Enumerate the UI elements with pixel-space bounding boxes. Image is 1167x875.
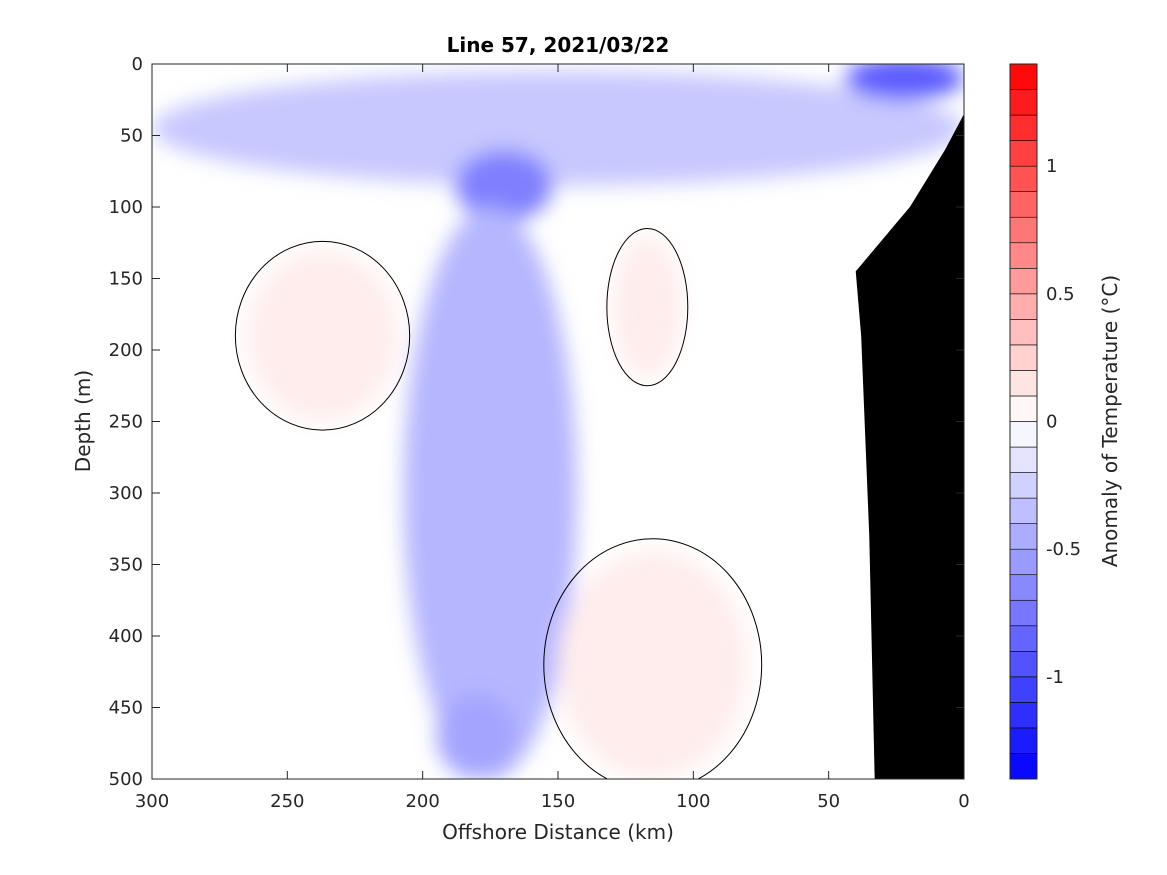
colorbar-tick-label: -0.5 (1046, 539, 1081, 560)
x-tick-label: 300 (135, 791, 169, 812)
colorbar-segment (1009, 165, 1038, 192)
colorbar-segment (1009, 727, 1038, 754)
anomaly-region-nearshore-surface-cold-core (844, 64, 964, 100)
colorbar-segment (1009, 89, 1038, 116)
y-tick-label: 500 (109, 769, 143, 790)
colorbar-segment (1009, 191, 1038, 218)
x-tick-label: 100 (676, 791, 710, 812)
x-tick-label: 50 (817, 791, 840, 812)
y-tick-label: 50 (120, 126, 143, 147)
y-axis-label: Depth (m) (71, 370, 95, 472)
x-tick-label: 200 (405, 791, 439, 812)
y-tick-label: 150 (109, 269, 143, 290)
x-tick-label: 150 (541, 791, 575, 812)
anomaly-region-deep-warm-region (558, 550, 748, 779)
colorbar-segment (1009, 676, 1038, 703)
colorbar-segment (1009, 267, 1038, 295)
colorbar-segment (1009, 446, 1038, 473)
colorbar-segment (1009, 548, 1038, 576)
colorbar-segment (1009, 242, 1038, 269)
zero-contour-central-warm-column (606, 227, 689, 387)
colorbar-segment (1009, 293, 1038, 320)
anomaly-region-surface-cold-band (152, 71, 964, 186)
anomaly-field (152, 64, 964, 779)
y-tick-label: 400 (109, 626, 143, 647)
colorbar-segment (1009, 625, 1038, 652)
colorbar-label: Anomaly of Temperature (°C) (1098, 275, 1122, 567)
plot-area (151, 63, 965, 780)
colorbar-segment (1009, 599, 1038, 627)
y-tick-label: 350 (109, 555, 143, 576)
zero-contour-offshore-warm-lens (234, 240, 411, 431)
colorbar-segment (1009, 753, 1038, 780)
colorbar-tick-label: 0.5 (1046, 284, 1075, 305)
y-tick-label: 250 (109, 412, 143, 433)
anomaly-region-central-warm-column (612, 235, 683, 379)
y-tick-label: 100 (109, 197, 143, 218)
colorbar-segment (1009, 140, 1038, 167)
colorbar-tick-label: 1 (1046, 156, 1057, 177)
colorbar-tick-label: 0 (1046, 412, 1057, 433)
colorbar-segment (1009, 114, 1038, 141)
colorbar-segment (1009, 319, 1038, 346)
colorbar-frame (1009, 63, 1038, 780)
x-tick-label: 250 (270, 791, 304, 812)
colorbar-tick-label: -1 (1046, 667, 1064, 688)
y-tick-label: 300 (109, 483, 143, 504)
colorbar-segment (1009, 651, 1038, 678)
colorbar-segment (1009, 472, 1038, 499)
bathymetry-seafloor (855, 114, 964, 779)
colorbar-segment (1009, 702, 1038, 729)
x-axis-label: Offshore Distance (km) (442, 820, 674, 844)
x-tick-label: 0 (958, 791, 969, 812)
colorbar-segment (1009, 574, 1038, 601)
y-axis: 0 50 100 150 200 250 300 350 400 450 500 (109, 54, 964, 790)
anomaly-region-mid-column-cold-tongue (403, 207, 577, 779)
y-tick-label: 0 (132, 54, 143, 75)
y-tick-label: 200 (109, 340, 143, 361)
colorbar-segment (1009, 63, 1038, 90)
colorbar-segment (1009, 395, 1038, 422)
x-axis: 300 250 200 150 100 50 0 (135, 64, 970, 812)
chart-title: Line 57, 2021/03/22 (447, 33, 670, 57)
colorbar-segment (1009, 421, 1038, 448)
colorbar-segment (1009, 216, 1038, 244)
colorbar-segment (1009, 344, 1038, 371)
colorbar-segment (1009, 497, 1038, 524)
y-tick-label: 450 (109, 698, 143, 719)
anomaly-region-offshore-warm-lens (246, 249, 399, 422)
colorbar-segment (1009, 370, 1038, 397)
zero-contour-deep-warm-region (543, 538, 763, 779)
colorbar: 1 0.5 0 -0.5 -1 (1009, 63, 1081, 780)
anomaly-region-mid-cold-core (455, 149, 553, 222)
anomaly-region-deep-cold-patch (436, 693, 518, 779)
colorbar-segment (1009, 523, 1038, 550)
